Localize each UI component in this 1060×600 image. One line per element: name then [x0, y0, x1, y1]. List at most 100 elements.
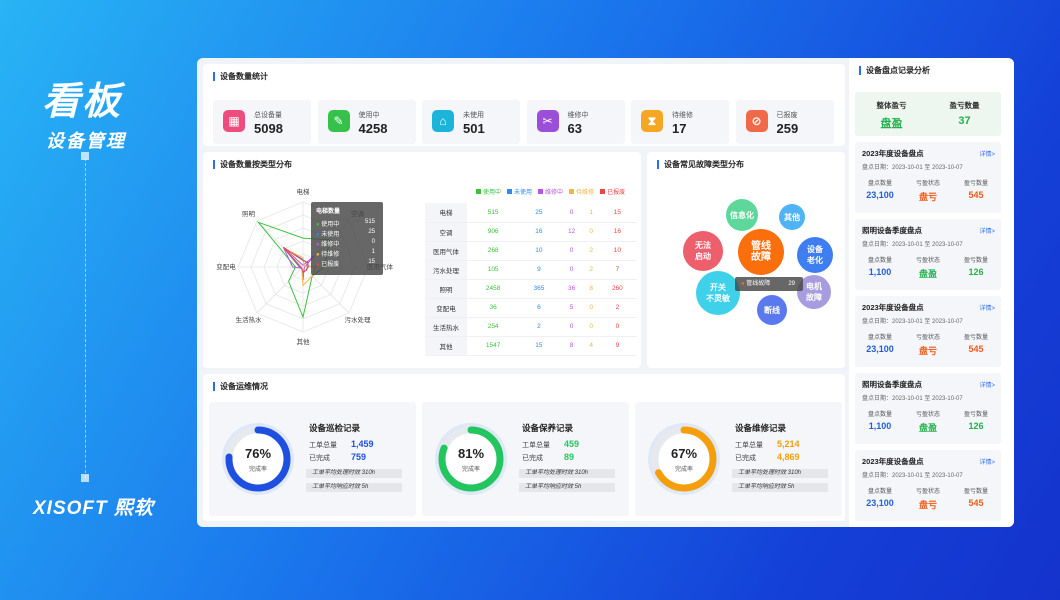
ops-metric: 工单平均响应时效 5h [306, 483, 402, 492]
cell-value: 7 [597, 260, 637, 280]
record-title: 照明设备季度盘点 [862, 226, 922, 235]
main-panel: 设备数量统计 ▦ 总设备量 5098 ✎ 使用中 4258 ⌂ 未使用 501 ✂ 维修中 63 ⧗ 待维… [197, 58, 1014, 527]
legend-label: 已报废 [607, 190, 626, 196]
ops-metric: 工单平均处理时效 310h [306, 469, 402, 478]
fault-bubble[interactable]: 设备 老化 [797, 237, 833, 273]
record-detail-link[interactable]: 详情> [979, 460, 995, 466]
legend-label: 维修中 [545, 190, 564, 196]
ops-title: 设备保养记录 [522, 423, 574, 433]
summary-label: 盈亏数量 [949, 101, 980, 110]
ops-total-label: 工单总量 [522, 442, 550, 449]
ring-progress [651, 426, 717, 492]
tooltip-label: 未使用 [321, 232, 340, 238]
compass-icon: ✎ [327, 110, 350, 132]
record-title: 2023年度设备盘点 [862, 149, 924, 158]
cell-value: 15 [519, 336, 559, 356]
radar-axis-label: 生活热水 [236, 315, 263, 324]
cell-value: 2 [519, 317, 559, 337]
record-metric-label: 亏盈状态 [915, 335, 940, 341]
card-title: 设备数量按类型分布 [213, 160, 292, 169]
cell-value: 15 [597, 203, 637, 223]
legend-label: 未使用 [514, 190, 533, 196]
stat-label: 使用中 [358, 112, 380, 119]
stat-tile: ✂ 维修中 63 [526, 100, 625, 144]
legend-item: 未使用 [507, 187, 532, 196]
stat-tile: ⧗ 待维修 17 [631, 100, 729, 144]
record-metric-label: 盈亏数量 [963, 412, 988, 418]
tooltip-dot: ● [316, 262, 322, 268]
radar-axis [302, 266, 350, 314]
fault-bubble[interactable]: 其他 [779, 204, 805, 230]
stat-label: 未使用 [463, 112, 484, 119]
cell-value: 254 [467, 317, 520, 337]
ops-total: 工单总量 459 [522, 439, 579, 450]
cell-value: 8 [558, 336, 585, 356]
record-detail-link[interactable]: 详情> [979, 152, 995, 158]
card-title: 设备数量统计 [213, 72, 268, 81]
fault-bubble[interactable]: 管线 故障 [738, 229, 784, 275]
stat-value: 259 [776, 121, 799, 136]
record-detail-link[interactable]: 详情> [979, 383, 995, 389]
legend: 使用中 未使用 维修中 待维修 已报废 [476, 187, 625, 196]
tooltip-row: ● 维修中 0 [311, 239, 383, 249]
legend-item: 待维修 [569, 187, 594, 196]
legend-swatch [600, 189, 606, 194]
record-date: 盘点日期：2023-10-01 至 2023-10-07 [862, 319, 963, 325]
cell-value: 36 [467, 298, 520, 318]
ops-metric: 工单平均处理时效 310h [732, 469, 828, 478]
cell-value: 9 [519, 260, 559, 280]
ops-done: 已完成 4,869 [735, 452, 800, 463]
fault-bubble[interactable]: 开关 不灵敏 [696, 271, 740, 315]
decor-line [85, 158, 86, 478]
legend-label: 使用中 [483, 190, 502, 196]
radar-axis-label: 变配电 [216, 262, 236, 271]
table-row: 其他 1547 15 8 4 9 [425, 336, 637, 356]
record-title: 2023年度设备盘点 [862, 457, 924, 466]
ops-done-label: 已完成 [735, 455, 756, 462]
fault-bubble[interactable]: 无法 启动 [683, 231, 723, 271]
tooltip-dot: ● [316, 242, 322, 248]
ops-item: 67% 完成率 设备维修记录 工单总量 5,214 已完成 4,869 工单平均处理时效 31… [635, 402, 842, 516]
cell-value: 25 [519, 203, 559, 223]
bubble-label: 电机 故障 [806, 282, 822, 302]
hourglass-icon: ⧗ [641, 110, 663, 132]
cell-value: 5 [558, 298, 585, 318]
ops-total-value: 459 [564, 439, 580, 449]
ops-title: 设备维修记录 [735, 423, 787, 433]
inventory-record: 2023年度设备盘点 详情> 盘点日期：2023-10-01 至 2023-10-0… [855, 142, 1001, 213]
inventory-record: 照明设备季度盘点 详情> 盘点日期：2023-10-01 至 2023-10-07 盘… [855, 219, 1001, 290]
tooltip-dot: ● [316, 252, 322, 258]
type-card: 设备数量按类型分布 电梯空调医用气体污水处理其他生活热水变配电照明 电梯数量 ●… [203, 152, 641, 368]
stat-tile: ▦ 总设备量 5098 [213, 100, 311, 144]
row-name: 污水处理 [425, 260, 467, 280]
tooltip-label: 已报废 [321, 262, 340, 268]
record-metric-value: 23,100 [866, 190, 894, 200]
cell-value: 0 [558, 203, 585, 223]
ring-percent: 76% [244, 446, 272, 461]
cell-value: 9 [597, 336, 637, 356]
bubble-label: 其他 [784, 212, 800, 222]
cell-value: 8 [584, 279, 598, 299]
record-metric-value: 1,100 [868, 267, 892, 277]
cell-value: 36 [558, 279, 585, 299]
stat-label: 已报废 [776, 112, 798, 119]
bubble-label: 管线 故障 [751, 241, 771, 263]
record-detail-link[interactable]: 详情> [979, 306, 995, 312]
cell-value: 1 [584, 203, 598, 223]
ring-label: 完成率 [248, 467, 267, 473]
record-detail-link[interactable]: 详情> [979, 229, 995, 235]
cell-value: 0 [558, 317, 585, 337]
record-title: 照明设备季度盘点 [862, 380, 922, 389]
cell-value: 1547 [467, 336, 520, 356]
inventory-summary: 整体盈亏 盘盈 盈亏数量 37 [855, 92, 1001, 136]
record-metric-value: 1,100 [868, 421, 892, 431]
fault-bubble[interactable]: 信息化 [726, 199, 758, 231]
record-metric-label: 盘点数量 [867, 489, 892, 495]
inventory-record: 2023年度设备盘点 详情> 盘点日期：2023-10-01 至 2023-10-0… [855, 296, 1001, 367]
legend-item: 使用中 [476, 187, 501, 196]
fault-bubble[interactable]: 断线 [757, 295, 787, 325]
tooltip-dot: ● [316, 232, 322, 238]
table-row: 医用气体 268 10 0 2 10 [425, 241, 637, 261]
record-metric-value: 盘亏 [918, 500, 937, 510]
cell-value: 16 [597, 222, 637, 242]
